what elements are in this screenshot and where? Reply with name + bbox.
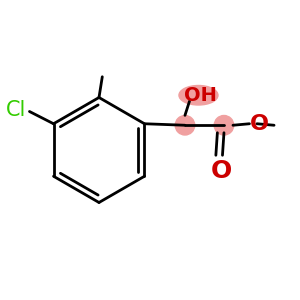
- Text: O: O: [211, 159, 232, 183]
- Ellipse shape: [179, 85, 218, 105]
- Ellipse shape: [214, 116, 234, 135]
- Ellipse shape: [175, 116, 195, 135]
- Text: Cl: Cl: [6, 100, 26, 120]
- Text: O: O: [250, 114, 269, 134]
- Text: OH: OH: [184, 86, 216, 105]
